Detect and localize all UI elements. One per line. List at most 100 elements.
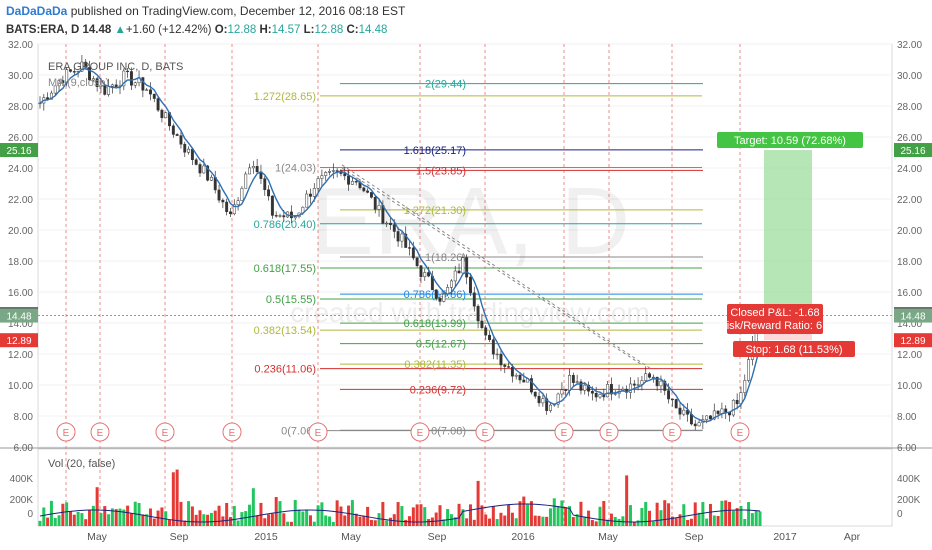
candle[interactable] [183, 143, 187, 153]
candle[interactable] [95, 78, 99, 87]
candle[interactable] [72, 71, 76, 73]
candle[interactable] [274, 215, 278, 217]
publisher-name[interactable]: DaDaDaDa [6, 4, 68, 18]
candle[interactable] [541, 398, 545, 404]
candle[interactable] [282, 215, 286, 218]
candle[interactable] [724, 408, 728, 413]
candle[interactable] [110, 84, 114, 87]
candle[interactable] [57, 80, 61, 87]
candle[interactable] [251, 166, 255, 169]
candle[interactable] [579, 381, 583, 391]
candle[interactable] [491, 339, 495, 355]
candle[interactable] [648, 373, 651, 378]
earnings-marker-icon[interactable] [554, 422, 574, 442]
candle[interactable] [145, 89, 149, 91]
candle[interactable] [53, 85, 57, 94]
candle[interactable] [499, 353, 503, 366]
candle[interactable] [156, 98, 160, 111]
candle[interactable] [697, 422, 701, 427]
candle[interactable] [537, 395, 541, 404]
candle[interactable] [472, 292, 476, 307]
candle[interactable] [141, 77, 145, 91]
candle[interactable] [377, 205, 381, 210]
candle[interactable] [194, 159, 198, 165]
candle[interactable] [514, 374, 518, 377]
candle[interactable] [335, 170, 339, 172]
candle[interactable] [122, 70, 126, 87]
candle[interactable] [179, 135, 183, 145]
candle[interactable] [293, 216, 297, 219]
candle[interactable] [632, 383, 636, 386]
candle[interactable] [366, 190, 370, 193]
earnings-marker-icon[interactable] [90, 422, 110, 442]
candle[interactable] [88, 67, 91, 81]
candle[interactable] [651, 376, 655, 379]
candle[interactable] [438, 298, 442, 302]
candle[interactable] [350, 181, 354, 185]
candle[interactable] [587, 384, 591, 392]
candle[interactable] [133, 82, 137, 86]
candle[interactable] [175, 134, 179, 136]
candle[interactable] [411, 247, 415, 259]
candle[interactable] [217, 189, 221, 201]
candle[interactable] [362, 187, 366, 192]
candle[interactable] [221, 199, 225, 203]
candle[interactable] [129, 71, 133, 86]
candle[interactable] [503, 364, 507, 367]
candle[interactable] [712, 410, 716, 420]
candle[interactable] [331, 170, 335, 172]
candle[interactable] [507, 366, 511, 368]
candle[interactable] [209, 176, 213, 181]
candle[interactable] [343, 173, 347, 177]
candle[interactable] [705, 415, 709, 420]
candle[interactable] [392, 224, 396, 232]
candle[interactable] [743, 380, 747, 393]
earnings-marker-icon[interactable] [475, 422, 495, 442]
trend-line[interactable] [341, 164, 653, 370]
candle[interactable] [229, 211, 232, 215]
candle[interactable] [480, 320, 484, 328]
candle[interactable] [488, 334, 491, 340]
candle[interactable] [613, 393, 617, 395]
candle[interactable] [682, 409, 686, 415]
candle[interactable] [449, 280, 453, 288]
candle[interactable] [415, 257, 419, 267]
candle[interactable] [747, 359, 751, 381]
candle[interactable] [206, 165, 210, 181]
earnings-marker-icon[interactable] [599, 422, 619, 442]
candle[interactable] [644, 373, 648, 381]
candle[interactable] [389, 222, 392, 225]
candle[interactable] [476, 305, 480, 322]
candle[interactable] [674, 399, 678, 409]
candle[interactable] [655, 376, 659, 387]
candle[interactable] [533, 391, 537, 397]
candle[interactable] [278, 215, 282, 217]
candle[interactable] [198, 164, 202, 174]
earnings-marker-icon[interactable] [155, 422, 175, 442]
candle[interactable] [408, 247, 411, 249]
candle[interactable] [152, 93, 156, 99]
candle[interactable] [99, 84, 103, 87]
candle[interactable] [263, 178, 267, 190]
candle[interactable] [396, 231, 400, 242]
candle[interactable] [309, 193, 312, 197]
candle[interactable] [244, 173, 248, 189]
candle[interactable] [316, 178, 320, 189]
candle[interactable] [549, 404, 552, 411]
candle[interactable] [114, 84, 118, 87]
candle[interactable] [84, 61, 88, 68]
candle[interactable] [255, 166, 259, 173]
candle[interactable] [522, 379, 526, 383]
candle[interactable] [80, 61, 84, 72]
candle[interactable] [423, 272, 427, 277]
candle[interactable] [49, 92, 53, 100]
candle[interactable] [583, 384, 587, 391]
candle[interactable] [461, 257, 465, 274]
candle[interactable] [594, 393, 598, 398]
candle[interactable] [324, 172, 328, 176]
candle[interactable] [453, 270, 457, 282]
candle[interactable] [609, 384, 613, 395]
candle[interactable] [663, 380, 667, 391]
candle[interactable] [347, 175, 351, 185]
earnings-marker-icon[interactable] [410, 422, 430, 442]
